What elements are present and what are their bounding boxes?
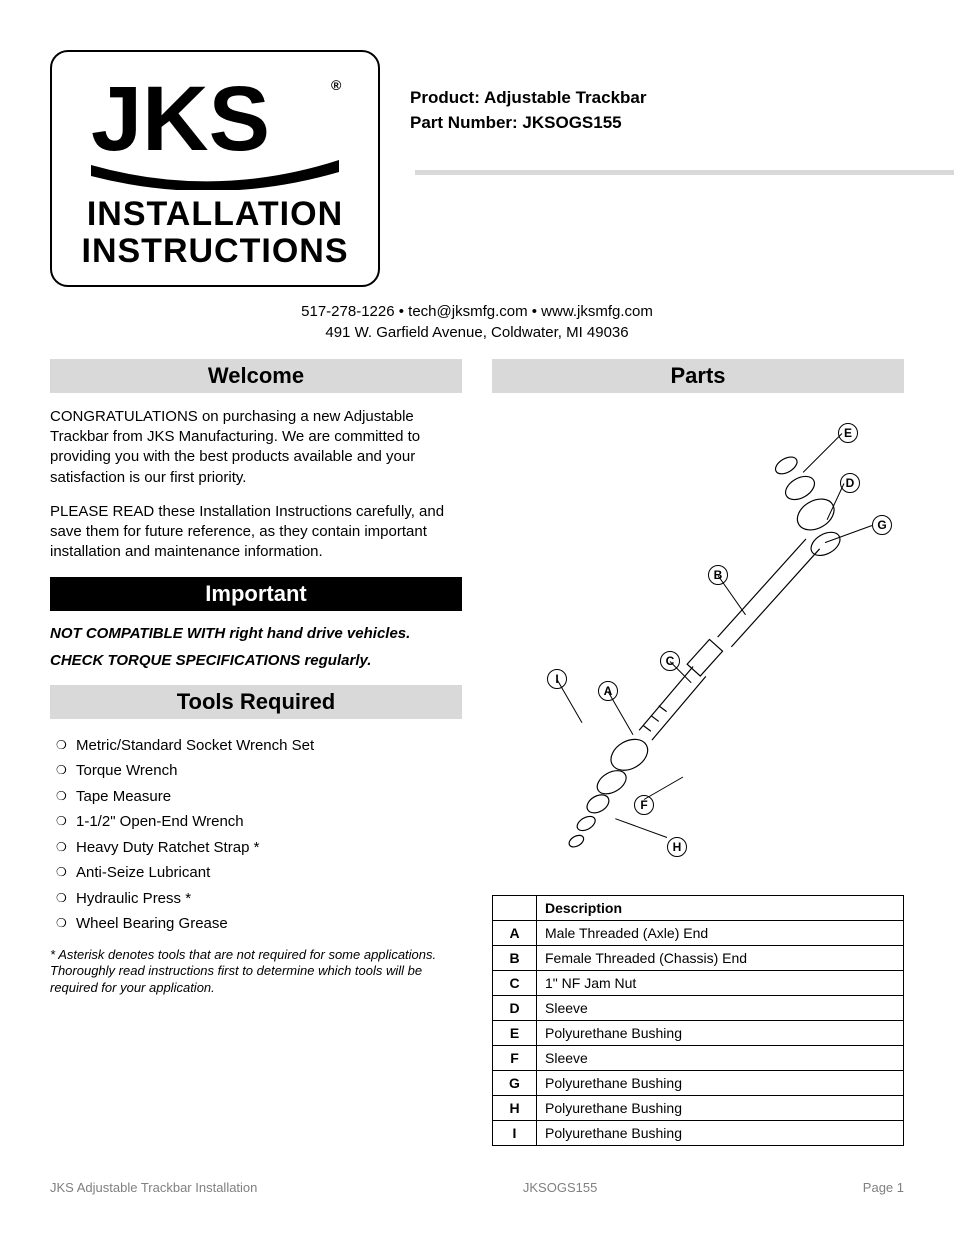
- tool-item: 1-1/2" Open-End Wrench: [56, 809, 462, 835]
- footer-left: JKS Adjustable Trackbar Installation: [50, 1180, 257, 1195]
- tool-item: Metric/Standard Socket Wrench Set: [56, 733, 462, 759]
- part-letter: I: [493, 1120, 537, 1145]
- welcome-p2: PLEASE READ these Installation Instructi…: [50, 502, 462, 563]
- section-parts: Parts: [492, 359, 904, 393]
- svg-text:®: ®: [331, 77, 342, 93]
- tool-item: Hydraulic Press *: [56, 886, 462, 912]
- table-header-row: Description: [493, 895, 904, 920]
- table-row: AMale Threaded (Axle) End: [493, 920, 904, 945]
- section-tools: Tools Required: [50, 685, 462, 719]
- part-desc: 1" NF Jam Nut: [537, 970, 904, 995]
- tool-item: Heavy Duty Ratchet Strap *: [56, 835, 462, 861]
- tool-item: Anti-Seize Lubricant: [56, 860, 462, 886]
- contact-block: 517-278-1226 • tech@jksmfg.com • www.jks…: [50, 301, 904, 343]
- part-letter: G: [493, 1070, 537, 1095]
- left-column: Welcome CONGRATULATIONS on purchasing a …: [50, 359, 462, 1146]
- part-letter: B: [493, 945, 537, 970]
- table-row: BFemale Threaded (Chassis) End: [493, 945, 904, 970]
- important-w1: NOT COMPATIBLE WITH right hand drive veh…: [50, 625, 462, 642]
- diagram-callout-h: H: [667, 837, 687, 857]
- product-line1: Product: Adjustable Trackbar: [410, 86, 904, 111]
- table-row: C1" NF Jam Nut: [493, 970, 904, 995]
- part-desc: Male Threaded (Axle) End: [537, 920, 904, 945]
- footer-center: JKSOGS155: [523, 1180, 597, 1195]
- part-letter: D: [493, 995, 537, 1020]
- logo-box: JKS ® INSTALLATION INSTRUCTIONS: [50, 50, 380, 287]
- product-line2: Part Number: JKSOGS155: [410, 111, 904, 136]
- part-desc: Polyurethane Bushing: [537, 1020, 904, 1045]
- part-desc: Female Threaded (Chassis) End: [537, 945, 904, 970]
- right-column: Parts: [492, 359, 904, 1146]
- part-desc: Polyurethane Bushing: [537, 1095, 904, 1120]
- diagram-callout-g: G: [872, 515, 892, 535]
- part-desc: Sleeve: [537, 995, 904, 1020]
- page-footer: JKS Adjustable Trackbar Installation JKS…: [50, 1180, 904, 1195]
- part-letter: C: [493, 970, 537, 995]
- tool-item: Tape Measure: [56, 784, 462, 810]
- table-row: DSleeve: [493, 995, 904, 1020]
- table-row: EPolyurethane Bushing: [493, 1020, 904, 1045]
- logo-title-line1: INSTALLATION: [70, 196, 360, 233]
- contact-line2: 491 W. Garfield Avenue, Coldwater, MI 49…: [50, 322, 904, 343]
- section-welcome: Welcome: [50, 359, 462, 393]
- important-w2: CHECK TORQUE SPECIFICATIONS regularly.: [50, 652, 462, 669]
- main-columns: Welcome CONGRATULATIONS on purchasing a …: [50, 359, 904, 1146]
- section-important: Important: [50, 577, 462, 611]
- table-row: HPolyurethane Bushing: [493, 1095, 904, 1120]
- logo-title-line2: INSTRUCTIONS: [70, 233, 360, 270]
- product-info: Product: Adjustable Trackbar Part Number…: [410, 50, 904, 135]
- table-row: FSleeve: [493, 1045, 904, 1070]
- part-letter: F: [493, 1045, 537, 1070]
- table-row: GPolyurethane Bushing: [493, 1070, 904, 1095]
- part-desc: Polyurethane Bushing: [537, 1120, 904, 1145]
- table-row: IPolyurethane Bushing: [493, 1120, 904, 1145]
- header: JKS ® INSTALLATION INSTRUCTIONS Product:…: [50, 50, 904, 287]
- tool-item: Torque Wrench: [56, 758, 462, 784]
- header-desc: Description: [537, 895, 904, 920]
- tools-list: Metric/Standard Socket Wrench Set Torque…: [50, 733, 462, 937]
- product-divider: [415, 170, 954, 175]
- part-letter: H: [493, 1095, 537, 1120]
- parts-table-body: AMale Threaded (Axle) EndBFemale Threade…: [493, 920, 904, 1145]
- part-desc: Sleeve: [537, 1045, 904, 1070]
- svg-text:JKS: JKS: [91, 70, 270, 170]
- header-row: JKS ® INSTALLATION INSTRUCTIONS Product:…: [50, 50, 904, 287]
- jks-logo-icon: JKS ®: [85, 70, 345, 190]
- tools-footnote: * Asterisk denotes tools that are not re…: [50, 947, 462, 998]
- footer-right: Page 1: [863, 1180, 904, 1195]
- welcome-p1: CONGRATULATIONS on purchasing a new Adju…: [50, 407, 462, 488]
- part-desc: Polyurethane Bushing: [537, 1070, 904, 1095]
- parts-diagram: ABCDEFGHI: [492, 407, 904, 877]
- parts-table: Description AMale Threaded (Axle) EndBFe…: [492, 895, 904, 1146]
- contact-line1: 517-278-1226 • tech@jksmfg.com • www.jks…: [50, 301, 904, 322]
- part-letter: E: [493, 1020, 537, 1045]
- part-letter: A: [493, 920, 537, 945]
- tool-item: Wheel Bearing Grease: [56, 911, 462, 937]
- header-blank: [493, 895, 537, 920]
